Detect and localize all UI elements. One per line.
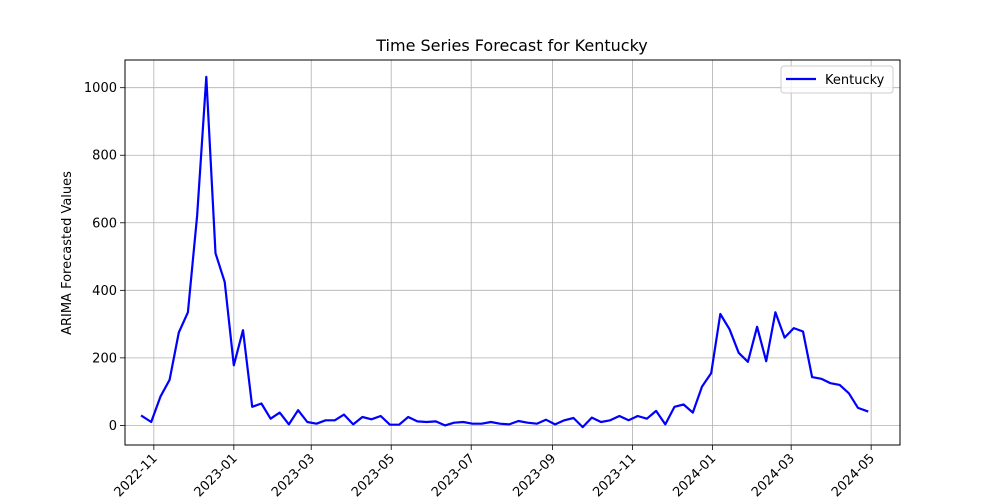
- x-tick-label: 2024-01: [670, 451, 719, 500]
- y-tick-label: 400: [92, 284, 117, 299]
- series-line-layer: [140, 75, 869, 429]
- x-tick-label: 2023-11: [590, 451, 639, 500]
- plot-area-frame: [124, 59, 901, 446]
- x-axis-ticks: 2022-11 2023-01 2023-03 2023-05 2023-07 2023-…: [112, 445, 878, 500]
- legend-box: [780, 65, 894, 94]
- y-tick-label: 0: [109, 419, 117, 434]
- x-tick-label: 2023-05: [349, 451, 398, 500]
- x-tick-label: 2023-03: [269, 451, 318, 500]
- x-tick-label: 2022-11: [112, 451, 161, 500]
- x-tick-label: 2024-03: [749, 451, 798, 500]
- y-tick-label: 200: [92, 351, 117, 366]
- legend-label-kentucky: Kentucky: [825, 73, 885, 88]
- x-tick-label: 2023-01: [192, 451, 241, 500]
- legend: Kentucky: [780, 65, 894, 94]
- x-tick-label: 2024-05: [829, 451, 878, 500]
- y-axis-ticks: 0 200 400 600 800 1000: [84, 81, 125, 434]
- y-tick-label: 1000: [84, 81, 117, 96]
- x-tick-label: 2023-09: [510, 451, 559, 500]
- y-axis-label: ARIMA Forecasted Values: [60, 171, 75, 335]
- y-tick-label: 600: [92, 216, 117, 231]
- x-tick-label: 2023-07: [429, 451, 478, 500]
- y-tick-label: 800: [92, 149, 117, 164]
- grid-lines: [125, 60, 900, 445]
- chart-title: Time Series Forecast for Kentucky: [375, 36, 647, 55]
- series-line-kentucky: [140, 75, 869, 429]
